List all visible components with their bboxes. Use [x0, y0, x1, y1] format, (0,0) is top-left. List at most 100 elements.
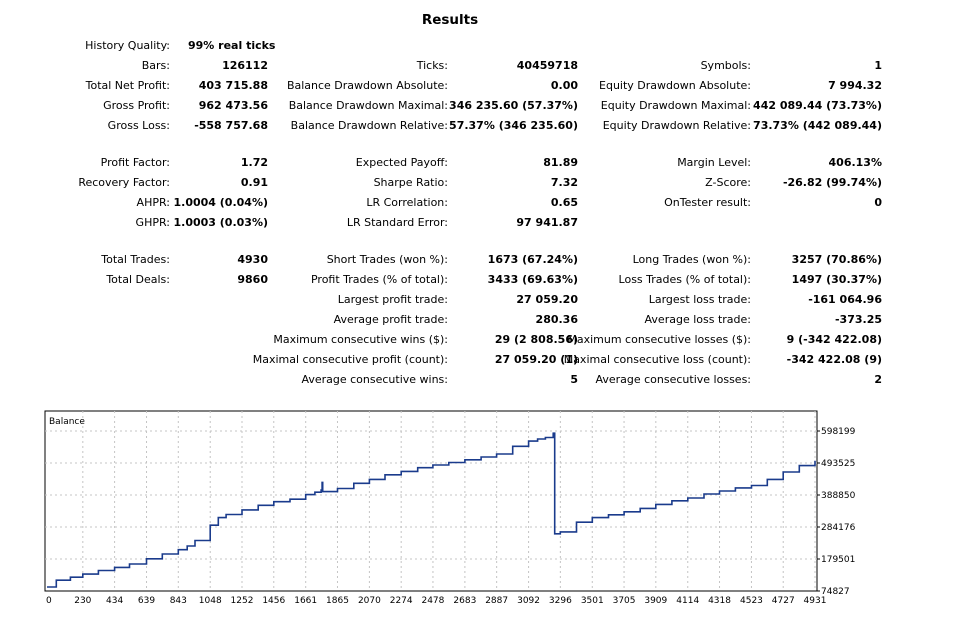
stat-label: Ticks:: [416, 59, 448, 72]
stat-value: 442 089.44 (73.73%): [753, 99, 882, 112]
x-tick-label: 4931: [804, 596, 827, 606]
stat-label: Equity Drawdown Absolute:: [599, 79, 751, 92]
stat-value: 5: [570, 373, 578, 386]
stat-value: 29 (2 808.56): [494, 333, 578, 346]
stat-label: Maximal consecutive loss (count):: [563, 353, 751, 366]
stat-row: GHPR: 1.0003 (0.03%): [0, 215, 963, 231]
x-tick-label: 4318: [708, 596, 731, 606]
stat-row: Z-Score: -26.82 (99.74%): [0, 175, 963, 191]
x-tick-label: 3909: [644, 596, 667, 606]
stat-label: AHPR:: [136, 196, 170, 209]
stat-row: Average consecutive wins: 5: [0, 372, 963, 388]
stat-row: Largest profit trade: 27 059.20: [0, 292, 963, 308]
stat-label: Balance Drawdown Maximal:: [288, 99, 448, 112]
stat-row: Short Trades (won %): 1673 (67.24%): [0, 252, 963, 268]
stat-label: LR Correlation:: [366, 196, 448, 209]
stat-row: Bars: 126112: [0, 58, 963, 74]
x-tick-label: 230: [74, 596, 91, 606]
stat-value: 1673 (67.24%): [487, 253, 578, 266]
stat-row: Recovery Factor: 0.91: [0, 175, 963, 191]
stat-value: 4930: [237, 253, 268, 266]
stat-row: Gross Loss: -558 757.68: [0, 118, 963, 134]
x-tick-label: 0: [46, 596, 52, 606]
chart-series: [47, 432, 816, 588]
stat-value: 27 059.20: [516, 293, 578, 306]
stat-label: Maximum consecutive losses ($):: [567, 333, 751, 346]
stat-label: Average consecutive losses:: [595, 373, 751, 386]
stat-row: Balance Drawdown Maximal: 346 235.60 (57.…: [0, 98, 963, 114]
stat-value: 81.89: [543, 156, 578, 169]
stat-label: Margin Level:: [677, 156, 751, 169]
stat-value: 7.32: [550, 176, 578, 189]
stat-row: Total Deals: 9860: [0, 272, 963, 288]
stat-row: Loss Trades (% of total): 1497 (30.37%): [0, 272, 963, 288]
stat-value: 0: [874, 196, 882, 209]
balance-line: [47, 432, 816, 588]
stat-label: Loss Trades (% of total):: [618, 273, 751, 286]
stat-value: 73.73% (442 089.44): [753, 119, 882, 132]
y-tick-label: 493525: [821, 459, 855, 469]
stat-value: 27 059.20 (1): [494, 353, 578, 366]
y-tick-label: 179501: [821, 555, 855, 565]
stat-row: Average consecutive losses: 2: [0, 372, 963, 388]
stat-value: -342 422.08 (9): [786, 353, 882, 366]
stat-row: Long Trades (won %): 3257 (70.86%): [0, 252, 963, 268]
stat-row: Symbols: 1: [0, 58, 963, 74]
stat-label: Balance Drawdown Absolute:: [286, 79, 448, 92]
stat-value: 280.36: [535, 313, 578, 326]
x-tick-label: 4523: [740, 596, 763, 606]
stat-row: Average profit trade: 280.36: [0, 312, 963, 328]
stat-label: Largest profit trade:: [337, 293, 448, 306]
stat-label: Average profit trade:: [333, 313, 448, 326]
x-tick-label: 2887: [485, 596, 508, 606]
stat-row: Equity Drawdown Relative: 73.73% (442 089…: [0, 118, 963, 134]
stat-value: 1.72: [240, 156, 268, 169]
stat-label: Z-Score:: [705, 176, 751, 189]
balance-chart: Balance 0 230 434 639 843 1048 1252 1456 1661 186…: [44, 410, 856, 606]
x-tick-label: 2070: [358, 596, 381, 606]
stat-label: Profit Trades (% of total):: [310, 273, 448, 286]
stat-value: 0.91: [240, 176, 268, 189]
stat-value: 0.65: [550, 196, 578, 209]
stat-value: 3257 (70.86%): [791, 253, 882, 266]
stat-value: -161 064.96: [808, 293, 882, 306]
stat-value: 9860: [237, 273, 268, 286]
stat-value: 57.37% (346 235.60): [449, 119, 578, 132]
x-tick-label: 1865: [326, 596, 349, 606]
stat-value: 0.00: [550, 79, 578, 92]
x-tick-label: 2683: [453, 596, 476, 606]
stat-label: Short Trades (won %):: [326, 253, 448, 266]
stat-value: 1.0003 (0.03%): [173, 216, 269, 229]
stat-label: Average consecutive wins:: [301, 373, 448, 386]
y-axis: 598199 493525 388850 284176 179501 74827: [817, 427, 856, 597]
chart-title: Balance: [49, 417, 85, 427]
stat-label: Total Net Profit:: [85, 79, 170, 92]
stat-label: GHPR:: [135, 216, 170, 229]
x-tick-label: 3296: [549, 596, 572, 606]
stat-value: 1497 (30.37%): [791, 273, 882, 286]
stat-value: 9 (-342 422.08): [786, 333, 882, 346]
stat-label: History Quality:: [85, 39, 170, 52]
x-tick-label: 3705: [613, 596, 636, 606]
stat-row: Margin Level: 406.13%: [0, 155, 963, 171]
stat-value: 403 715.88: [198, 79, 268, 92]
y-tick-label: 598199: [821, 427, 856, 437]
stat-row: Sharpe Ratio: 7.32: [0, 175, 963, 191]
stat-label: Maximum consecutive wins ($):: [273, 333, 448, 346]
stat-label: Expected Payoff:: [355, 156, 448, 169]
y-tick-label: 388850: [821, 491, 856, 501]
x-tick-label: 1252: [231, 596, 254, 606]
x-tick-label: 434: [106, 596, 123, 606]
stat-label: Bars:: [141, 59, 170, 72]
stat-value: 3433 (69.63%): [487, 273, 578, 286]
stat-value: 99% real ticks: [188, 39, 276, 52]
x-tick-label: 1661: [294, 596, 317, 606]
stat-label: OnTester result:: [664, 196, 751, 209]
stat-row: Balance Drawdown Relative: 57.37% (346 23…: [0, 118, 963, 134]
stat-row: Largest loss trade: -161 064.96: [0, 292, 963, 308]
stat-row: Ticks: 40459718: [0, 58, 963, 74]
stat-row: OnTester result: 0: [0, 195, 963, 211]
x-tick-label: 3092: [517, 596, 540, 606]
stat-row: Average loss trade: -373.25: [0, 312, 963, 328]
x-tick-label: 1048: [199, 596, 222, 606]
